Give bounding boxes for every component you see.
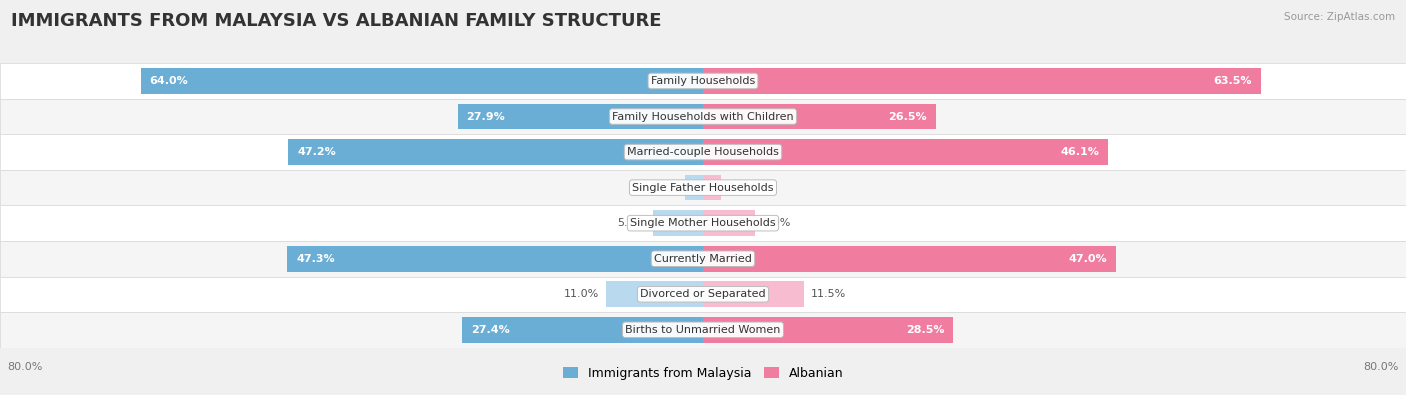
Bar: [0, 276, 1406, 312]
Text: IMMIGRANTS FROM MALAYSIA VS ALBANIAN FAMILY STRUCTURE: IMMIGRANTS FROM MALAYSIA VS ALBANIAN FAM…: [11, 12, 662, 30]
Bar: [0, 134, 1406, 170]
Bar: [703, 175, 721, 200]
Text: 80.0%: 80.0%: [1364, 362, 1399, 372]
Bar: [288, 139, 703, 165]
Bar: [0, 312, 1406, 348]
Text: 26.5%: 26.5%: [889, 111, 927, 122]
Text: Births to Unmarried Women: Births to Unmarried Women: [626, 325, 780, 335]
Text: 5.7%: 5.7%: [617, 218, 645, 228]
Text: 80.0%: 80.0%: [7, 362, 42, 372]
Bar: [703, 104, 936, 129]
Text: Family Households: Family Households: [651, 76, 755, 86]
Bar: [652, 211, 703, 236]
Text: 27.4%: 27.4%: [471, 325, 510, 335]
Text: 11.5%: 11.5%: [811, 289, 846, 299]
Text: 47.2%: 47.2%: [297, 147, 336, 157]
Text: Married-couple Households: Married-couple Households: [627, 147, 779, 157]
Text: 2.0%: 2.0%: [650, 182, 678, 193]
Bar: [0, 63, 1406, 99]
Bar: [0, 241, 1406, 276]
Text: 63.5%: 63.5%: [1213, 76, 1253, 86]
Text: Family Households with Children: Family Households with Children: [612, 111, 794, 122]
Bar: [458, 104, 703, 129]
Text: 27.9%: 27.9%: [467, 111, 505, 122]
Bar: [0, 170, 1406, 205]
Text: 5.9%: 5.9%: [762, 218, 790, 228]
Text: Divorced or Separated: Divorced or Separated: [640, 289, 766, 299]
Text: Source: ZipAtlas.com: Source: ZipAtlas.com: [1284, 12, 1395, 22]
Bar: [703, 282, 804, 307]
Legend: Immigrants from Malaysia, Albanian: Immigrants from Malaysia, Albanian: [558, 362, 848, 385]
Text: 47.0%: 47.0%: [1069, 254, 1108, 264]
Bar: [703, 68, 1261, 94]
Text: 28.5%: 28.5%: [905, 325, 945, 335]
Bar: [686, 175, 703, 200]
Bar: [463, 317, 703, 342]
Bar: [703, 139, 1108, 165]
Text: 64.0%: 64.0%: [149, 76, 188, 86]
Bar: [287, 246, 703, 271]
Text: 47.3%: 47.3%: [297, 254, 335, 264]
Bar: [0, 205, 1406, 241]
Text: 46.1%: 46.1%: [1060, 147, 1099, 157]
Bar: [606, 282, 703, 307]
Bar: [703, 317, 953, 342]
Text: 2.0%: 2.0%: [728, 182, 756, 193]
Bar: [141, 68, 703, 94]
Bar: [703, 211, 755, 236]
Text: Single Mother Households: Single Mother Households: [630, 218, 776, 228]
Text: Single Father Households: Single Father Households: [633, 182, 773, 193]
Bar: [0, 99, 1406, 134]
Text: Currently Married: Currently Married: [654, 254, 752, 264]
Text: 11.0%: 11.0%: [564, 289, 599, 299]
Bar: [703, 246, 1116, 271]
